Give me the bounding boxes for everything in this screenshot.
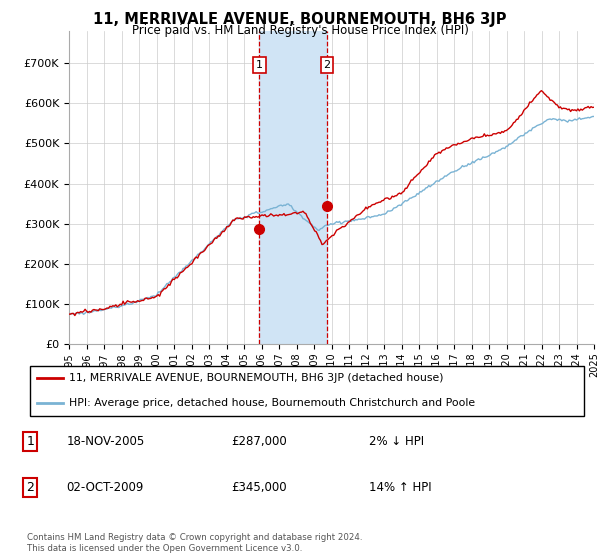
Text: 14% ↑ HPI: 14% ↑ HPI [369,481,432,494]
Text: Contains HM Land Registry data © Crown copyright and database right 2024.
This d: Contains HM Land Registry data © Crown c… [27,533,362,553]
Text: 2: 2 [26,481,34,494]
Text: Price paid vs. HM Land Registry's House Price Index (HPI): Price paid vs. HM Land Registry's House … [131,24,469,36]
Text: 18-NOV-2005: 18-NOV-2005 [67,435,145,448]
Bar [259,31,327,344]
Text: 2: 2 [323,60,331,70]
Text: 11, MERRIVALE AVENUE, BOURNEMOUTH, BH6 3JP (detached house): 11, MERRIVALE AVENUE, BOURNEMOUTH, BH6 3… [69,374,443,384]
Text: 2% ↓ HPI: 2% ↓ HPI [369,435,424,448]
Text: HPI: Average price, detached house, Bournemouth Christchurch and Poole: HPI: Average price, detached house, Bour… [69,398,475,408]
Text: 11, MERRIVALE AVENUE, BOURNEMOUTH, BH6 3JP: 11, MERRIVALE AVENUE, BOURNEMOUTH, BH6 3… [93,12,507,27]
Text: £345,000: £345,000 [231,481,287,494]
Text: 1: 1 [256,60,263,70]
FancyBboxPatch shape [30,366,584,416]
Text: 1: 1 [26,435,34,448]
Text: 02-OCT-2009: 02-OCT-2009 [67,481,144,494]
Text: £287,000: £287,000 [231,435,287,448]
